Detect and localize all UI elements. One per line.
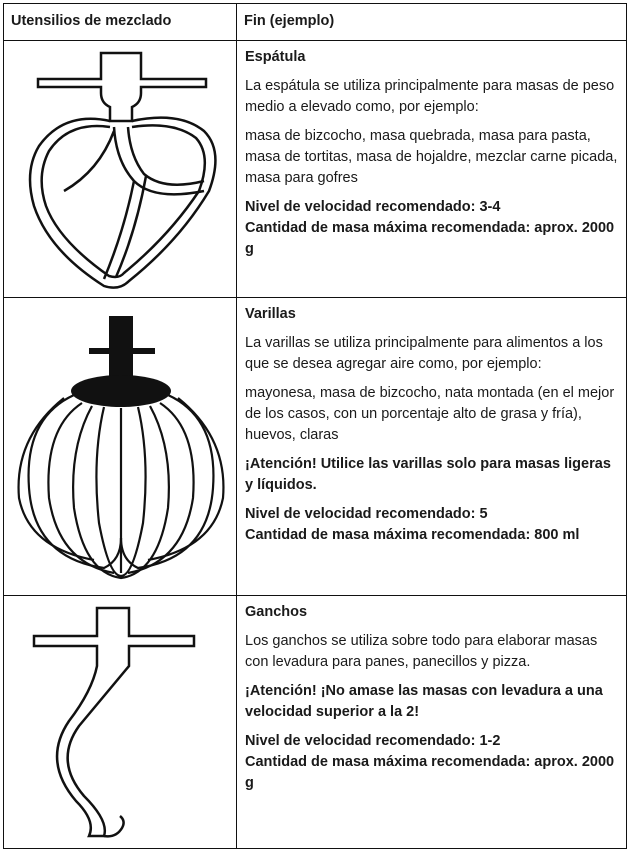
row-title: Espátula [245, 49, 306, 65]
header-row: Utensilios de mezclado Fin (ejemplo) [3, 3, 627, 41]
whisk-illustration [17, 316, 225, 580]
description-cell: Ganchos Los ganchos se utiliza sobre tod… [236, 595, 627, 849]
utensil-table: Utensilios de mezclado Fin (ejemplo) Esp… [3, 3, 627, 849]
illustration-cell [3, 40, 237, 298]
speed: Nivel de velocidad recomendado: 3-4 [245, 199, 501, 215]
examples: masa de bizcocho, masa quebrada, masa pa… [245, 128, 618, 186]
examples: mayonesa, masa de bizcocho, nata montada… [245, 385, 615, 443]
spatula-illustration [28, 51, 217, 289]
header-cell: Utensilios de mezclado [3, 3, 237, 41]
capacity: Cantidad de masa máxima recomendada: apr… [245, 754, 615, 791]
warning: ¡Atención! ¡No amase las masas con levad… [245, 683, 603, 720]
description: La varillas se utiliza principalmente pa… [245, 335, 603, 372]
speed: Nivel de velocidad recomendado: 1-2 [245, 733, 501, 749]
description-cell: Espátula La espátula se utiliza principa… [236, 40, 627, 298]
hook-illustration [32, 606, 196, 838]
capacity: Cantidad de masa máxima recomendada: 800… [245, 527, 580, 543]
speed: Nivel de velocidad recomendado: 5 [245, 506, 488, 522]
capacity: Cantidad de masa máxima recomendada: apr… [245, 220, 615, 257]
description: La espátula se utiliza principalmente pa… [245, 78, 615, 115]
row: Varillas La varillas se utiliza principa… [3, 297, 627, 596]
description-cell: Varillas La varillas se utiliza principa… [236, 297, 627, 596]
illustration-cell [3, 297, 237, 596]
description: Los ganchos se utiliza sobre todo para e… [245, 633, 598, 670]
header-cell: Fin (ejemplo) [236, 3, 627, 41]
row: Espátula La espátula se utiliza principa… [3, 40, 627, 298]
illustration-cell [3, 595, 237, 849]
row: Ganchos Los ganchos se utiliza sobre tod… [3, 595, 627, 849]
row-title: Ganchos [245, 604, 308, 620]
row-title: Varillas [245, 306, 296, 322]
warning: ¡Atención! Utilice las varillas solo par… [245, 456, 611, 493]
